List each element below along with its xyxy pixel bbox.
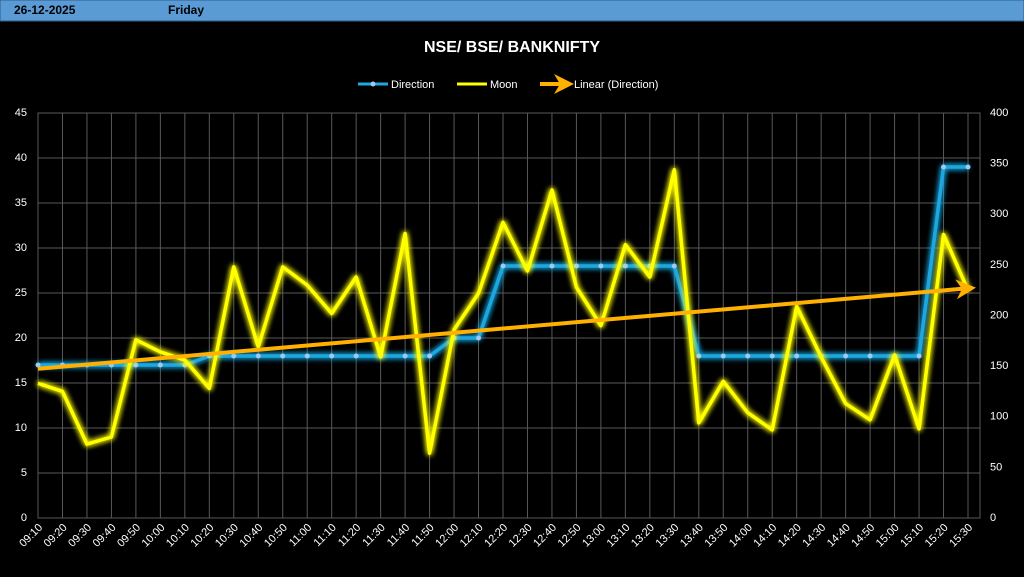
- x-tick-label: 11:30: [360, 522, 387, 549]
- point-marker: [745, 353, 751, 359]
- point-marker: [794, 353, 800, 359]
- x-tick-label: 14:10: [751, 522, 779, 550]
- x-tick-label: 13:20: [629, 522, 657, 550]
- y-tick-label: 25: [15, 287, 27, 299]
- x-tick-label: 15:00: [874, 522, 902, 550]
- point-marker: [353, 353, 359, 359]
- y2-tick-label: 150: [990, 360, 1008, 372]
- x-tick-label: 12:50: [556, 522, 584, 550]
- x-tick-label: 12:20: [482, 522, 510, 550]
- x-tick-label: 14:50: [849, 522, 877, 550]
- series-line: [37, 167, 970, 455]
- point-marker: [965, 164, 971, 170]
- point-marker: [35, 362, 41, 368]
- x-tick-label: 12:40: [531, 522, 559, 550]
- y2-tick-label: 300: [990, 208, 1008, 220]
- point-marker: [696, 353, 702, 359]
- x-tick-label: 14:30: [800, 522, 828, 550]
- y-tick-label: 10: [15, 422, 27, 434]
- point-marker: [769, 353, 775, 359]
- point-marker: [157, 362, 163, 368]
- header-bar: [0, 0, 1024, 22]
- x-tick-label: 13:10: [605, 522, 633, 550]
- point-marker: [843, 353, 849, 359]
- x-tick-label: 10:10: [164, 522, 192, 550]
- x-tick-label: 10:00: [140, 522, 168, 550]
- point-marker: [133, 362, 139, 368]
- y2-tick-label: 400: [990, 107, 1008, 119]
- x-tick-label: 13:30: [654, 522, 682, 550]
- x-tick-label: 14:20: [776, 522, 804, 550]
- x-tick-label: 09:50: [115, 522, 143, 550]
- x-tick-label: 11:00: [287, 522, 314, 549]
- point-marker: [255, 353, 261, 359]
- x-tick-label: 12:10: [458, 522, 486, 550]
- point-marker: [598, 263, 604, 269]
- x-tick-label: 14:40: [825, 522, 853, 550]
- x-tick-label: 15:30: [947, 522, 975, 550]
- y2-tick-label: 0: [990, 512, 996, 524]
- point-marker: [671, 263, 677, 269]
- y-tick-label: 15: [15, 377, 27, 389]
- x-tick-label: 14:00: [727, 522, 755, 550]
- x-tick-label: 15:10: [898, 522, 926, 550]
- point-marker: [476, 335, 482, 341]
- point-marker: [329, 353, 335, 359]
- x-tick-label: 10:50: [262, 522, 290, 550]
- y2-tick-label: 350: [990, 158, 1008, 170]
- x-tick-label: 12:30: [507, 522, 535, 550]
- header-date: 26-12-2025: [14, 3, 76, 17]
- x-tick-label: 09:20: [42, 522, 70, 550]
- x-tick-label: 11:10: [311, 522, 338, 549]
- chart-title: NSE/ BSE/ BANKNIFTY: [424, 39, 600, 56]
- x-tick-label: 11:50: [409, 522, 436, 549]
- point-marker: [720, 353, 726, 359]
- x-tick-label: 10:40: [237, 522, 265, 550]
- point-marker: [500, 263, 506, 269]
- point-marker: [427, 353, 433, 359]
- x-tick-label: 11:40: [385, 522, 412, 549]
- point-marker: [549, 263, 555, 269]
- y-tick-label: 5: [21, 467, 27, 479]
- point-marker: [941, 164, 947, 170]
- plot-frame: [37, 112, 981, 519]
- point-marker: [573, 263, 579, 269]
- x-tick-label: 09:10: [17, 522, 45, 550]
- legend-marker: [370, 81, 376, 87]
- legend-label: Direction: [391, 79, 434, 91]
- y2-tick-label: 200: [990, 309, 1008, 321]
- y-tick-label: 0: [21, 512, 27, 524]
- y-tick-label: 40: [15, 152, 27, 164]
- y2-tick-label: 50: [990, 461, 1002, 473]
- point-marker: [916, 353, 922, 359]
- y-tick-label: 35: [15, 197, 27, 209]
- point-marker: [280, 353, 286, 359]
- point-marker: [402, 353, 408, 359]
- x-tick-label: 13:50: [702, 522, 730, 550]
- x-tick-label: 09:30: [66, 522, 94, 550]
- y2-tick-label: 250: [990, 259, 1008, 271]
- point-marker: [622, 263, 628, 269]
- legend-label: Linear (Direction): [574, 79, 658, 91]
- x-tick-label: 10:20: [189, 522, 217, 550]
- y-tick-label: 45: [15, 107, 27, 119]
- y-tick-label: 20: [15, 332, 27, 344]
- legend-label: Moon: [490, 79, 518, 91]
- trendline: [37, 279, 976, 371]
- y-tick-label: 30: [15, 242, 27, 254]
- header-day: Friday: [168, 3, 204, 17]
- x-tick-label: 10:30: [213, 522, 241, 550]
- x-tick-label: 11:20: [336, 522, 363, 549]
- point-marker: [304, 353, 310, 359]
- y2-tick-label: 100: [990, 411, 1008, 423]
- x-tick-label: 12:00: [433, 522, 461, 550]
- point-marker: [867, 353, 873, 359]
- point-marker: [231, 353, 237, 359]
- x-tick-label: 13:40: [678, 522, 706, 550]
- x-tick-label: 13:00: [580, 522, 608, 550]
- x-tick-label: 09:40: [91, 522, 119, 550]
- x-tick-label: 15:20: [923, 522, 951, 550]
